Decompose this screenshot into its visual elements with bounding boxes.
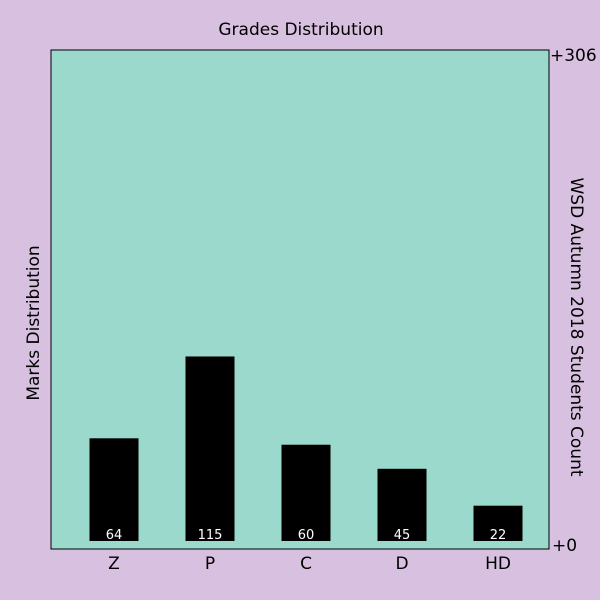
x-tick-label-d: D — [395, 554, 408, 574]
y-axis-label-right: WSD Autumn 2018 Students Count — [566, 177, 586, 476]
x-tick-label-hd: HD — [485, 554, 511, 574]
bars-group — [89, 356, 523, 541]
x-tick-labels-group: Z P C D HD — [108, 554, 511, 574]
bar-value-label-c: 60 — [298, 528, 315, 543]
bar-value-label-hd: 22 — [490, 528, 507, 543]
bar-hd — [473, 505, 523, 541]
bar-value-label-z: 64 — [106, 528, 123, 543]
y-axis-label-left: Marks Distribution — [24, 245, 44, 400]
bar-value-label-d: 45 — [394, 528, 411, 543]
x-tick-label-z: Z — [108, 554, 120, 574]
bar-d — [377, 468, 427, 541]
bar-value-label-p: 115 — [198, 528, 223, 543]
y-tick-label-bottom: +0 — [552, 536, 577, 556]
bar-z — [89, 438, 139, 541]
chart-title: Grades Distribution — [218, 20, 383, 40]
bar-c — [281, 444, 331, 541]
y-tick-label-top: +306 — [550, 46, 597, 66]
x-tick-label-p: P — [205, 554, 215, 574]
bar-p — [185, 356, 235, 541]
bar-labels-group: 64 115 60 45 22 — [106, 528, 507, 543]
x-tick-label-c: C — [300, 554, 312, 574]
